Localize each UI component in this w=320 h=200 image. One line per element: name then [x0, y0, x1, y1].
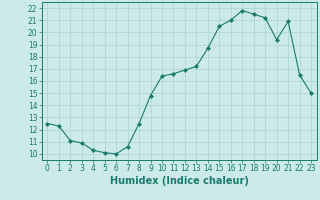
X-axis label: Humidex (Indice chaleur): Humidex (Indice chaleur): [110, 176, 249, 186]
